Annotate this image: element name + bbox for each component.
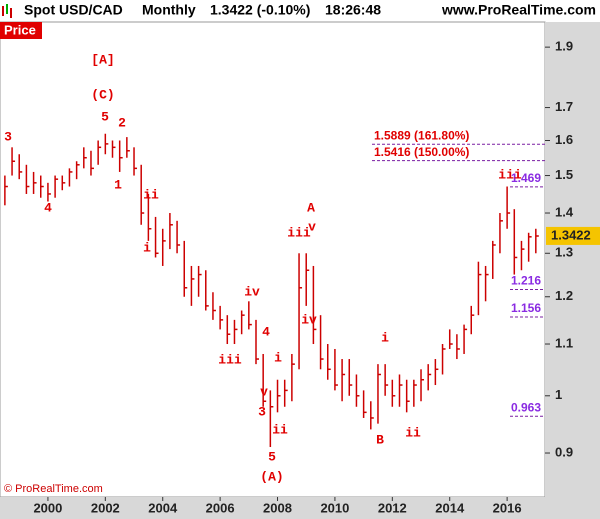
x-tick-label: 2006 <box>206 500 235 515</box>
site: www.ProRealTime.com <box>441 2 596 18</box>
title: Spot USD/CAD <box>24 2 123 18</box>
y-tick-label: 1.1 <box>555 335 573 350</box>
wave-label: ii <box>272 422 288 437</box>
wave-label: ii <box>143 187 159 202</box>
wave-label: i <box>381 330 389 345</box>
wave-label: v <box>260 384 268 399</box>
wave-label: iv <box>301 312 317 327</box>
wave-label: iv <box>244 284 260 299</box>
wave-label: 5 <box>101 109 109 124</box>
wave-label: 2 <box>118 115 126 130</box>
last-price-label: 1.3422 <box>551 227 591 242</box>
last-price-box <box>546 226 600 245</box>
wave-label: i <box>274 350 282 365</box>
wave-label: ii <box>405 425 421 440</box>
x-tick-label: 2004 <box>148 500 178 515</box>
wave-label: 3 <box>4 129 12 144</box>
x-tick-label: 2014 <box>435 500 465 515</box>
wave-label: B <box>376 432 384 447</box>
x-axis-band <box>0 497 600 519</box>
wave-label: iii <box>498 167 522 182</box>
panel-label-box <box>0 22 42 39</box>
x-tick-label: 2012 <box>378 500 407 515</box>
wave-label: (C) <box>91 87 114 102</box>
y-tick-label: 1.5 <box>555 167 573 182</box>
wave-label: iii <box>218 352 242 367</box>
level-label: 1.469 <box>511 171 541 185</box>
logo <box>2 4 12 18</box>
y-tick-label: 1.2 <box>555 288 573 303</box>
period: Monthly <box>142 2 196 18</box>
wave-label: 4 <box>44 200 52 215</box>
y-axis-band <box>545 22 600 497</box>
y-tick-label: 1.7 <box>555 99 573 114</box>
y-tick-label: 1.3 <box>555 245 573 260</box>
wave-label: 4 <box>262 324 270 339</box>
x-tick-label: 2016 <box>493 500 522 515</box>
level-label: 0.963 <box>511 400 541 414</box>
fib-level-label: 1.5416 (150.00%) <box>374 145 469 159</box>
level-label: 1.156 <box>511 301 541 315</box>
wave-label: 1 <box>114 177 122 192</box>
y-tick-label: 1.9 <box>555 39 573 54</box>
panel-label: Price <box>4 22 36 37</box>
copyright: © ProRealTime.com <box>4 483 103 495</box>
x-tick-label: 2010 <box>320 500 349 515</box>
level-label: 1.216 <box>511 274 541 288</box>
quote: 1.3422 (-0.10%) <box>210 2 310 18</box>
wave-label: i <box>143 240 151 255</box>
y-tick-label: 0.9 <box>555 444 573 459</box>
y-tick-label: 1.6 <box>555 132 573 147</box>
y-tick-label: 1.4 <box>555 204 574 219</box>
wave-label: 5 <box>268 449 276 464</box>
wave-label: [A] <box>91 52 114 67</box>
wave-label: 3 <box>258 404 266 419</box>
y-tick-label: 1 <box>555 387 562 402</box>
x-tick-label: 2000 <box>33 500 62 515</box>
time: 18:26:48 <box>325 2 381 18</box>
wave-label: (A) <box>260 469 283 484</box>
wave-label: iii <box>287 225 311 240</box>
plot-area <box>0 21 546 498</box>
x-tick-label: 2008 <box>263 500 292 515</box>
wave-label: v <box>308 219 316 234</box>
fib-level-label: 1.5889 (161.80%) <box>374 128 469 142</box>
wave-label: A <box>307 200 315 215</box>
x-tick-label: 2002 <box>91 500 120 515</box>
